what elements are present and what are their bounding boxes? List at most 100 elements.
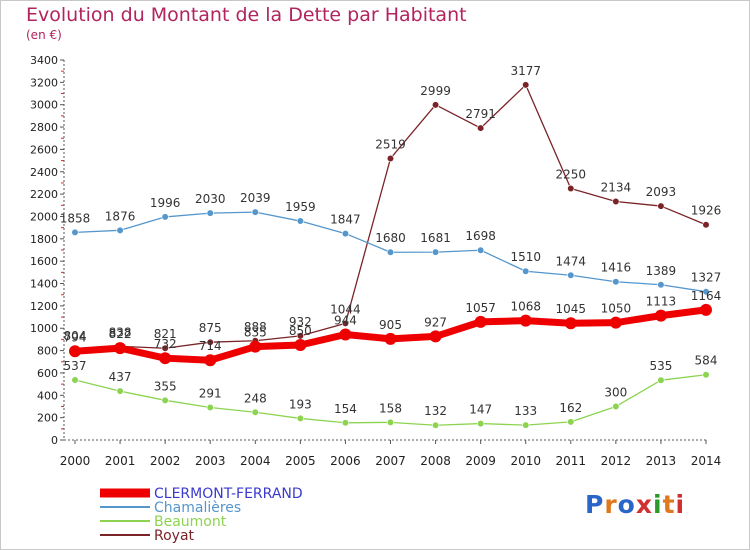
data-label: 2791 — [465, 107, 496, 121]
data-label: 1474 — [556, 254, 587, 268]
data-label: 932 — [289, 315, 312, 329]
legend-label: Royat — [154, 528, 195, 544]
data-point — [71, 228, 79, 236]
y-tick-label: 3200 — [30, 76, 58, 89]
y-tick-label: 1000 — [30, 322, 58, 335]
data-label: 154 — [334, 402, 357, 416]
data-point — [564, 317, 577, 330]
y-tick-label: 1800 — [30, 233, 58, 246]
logo-letter: i — [675, 490, 686, 519]
data-label: 905 — [379, 318, 402, 332]
x-tick-label: 2006 — [330, 454, 361, 468]
data-point — [612, 402, 620, 411]
data-point — [249, 340, 262, 353]
x-tick-label: 2014 — [691, 454, 722, 468]
data-point — [341, 229, 350, 238]
data-label: 1068 — [510, 300, 541, 314]
y-tick-label: 1200 — [30, 300, 58, 313]
data-point — [519, 314, 532, 327]
data-point — [386, 248, 395, 256]
data-point — [522, 81, 530, 89]
data-label: 2030 — [195, 192, 226, 206]
legend-label: CLERMONT-FERRAND — [154, 486, 303, 502]
proxiti-logo: Proxiti — [585, 490, 685, 519]
data-point — [522, 267, 530, 275]
data-point — [431, 421, 440, 429]
x-tick-label: 2002 — [150, 454, 181, 468]
data-point — [477, 124, 485, 132]
y-tick-label: 2200 — [30, 188, 58, 201]
data-label: 147 — [469, 403, 492, 417]
data-label: 850 — [289, 324, 312, 338]
data-label: 1876 — [105, 209, 136, 223]
data-point — [116, 226, 124, 234]
data-label: 835 — [244, 326, 267, 340]
chart-unit: (en €) — [26, 28, 62, 42]
data-point — [71, 376, 79, 384]
data-point — [657, 376, 665, 384]
data-point — [477, 246, 485, 254]
data-point — [386, 154, 395, 163]
x-tick-label: 2008 — [420, 454, 451, 468]
data-point — [431, 248, 440, 256]
data-label: 132 — [424, 404, 447, 418]
x-tick-label: 2011 — [556, 454, 587, 468]
data-label: 291 — [199, 386, 222, 400]
data-point — [161, 344, 169, 352]
data-point — [657, 202, 665, 210]
y-tick-label: 2800 — [30, 121, 58, 134]
data-label: 927 — [424, 315, 447, 329]
data-label: 1847 — [330, 213, 361, 227]
data-label: 300 — [604, 385, 627, 399]
data-label: 1045 — [556, 302, 587, 316]
data-label: 821 — [154, 327, 177, 341]
y-tick-label: 1400 — [30, 278, 58, 291]
x-tick-label: 2009 — [465, 454, 496, 468]
data-point — [567, 271, 575, 279]
data-label: 1416 — [601, 261, 632, 275]
data-label: 2039 — [240, 191, 271, 205]
data-point — [657, 281, 665, 289]
data-label: 944 — [334, 313, 357, 327]
data-label: 2093 — [646, 185, 677, 199]
data-point — [567, 184, 575, 193]
data-label: 162 — [559, 401, 582, 415]
data-label: 732 — [154, 337, 177, 351]
data-point — [114, 342, 127, 355]
logo-letter: P — [585, 490, 605, 519]
data-point — [702, 221, 710, 229]
data-label: 535 — [649, 359, 672, 373]
x-tick-label: 2001 — [105, 454, 136, 468]
data-point — [654, 309, 667, 322]
data-point — [429, 330, 442, 343]
y-tick-label: 2000 — [30, 210, 58, 223]
data-label: 1680 — [375, 231, 406, 245]
data-label: 1681 — [420, 231, 451, 245]
data-point — [386, 418, 395, 426]
x-tick-label: 2003 — [195, 454, 226, 468]
data-point — [204, 354, 217, 367]
data-label: 1926 — [691, 204, 722, 218]
data-point — [474, 315, 487, 328]
data-point — [567, 418, 575, 426]
legend-label: Beaumont — [154, 514, 227, 530]
chart-title: Evolution du Montant de la Dette par Hab… — [26, 4, 467, 26]
data-label: 794 — [64, 330, 87, 344]
data-label: 1113 — [646, 295, 677, 309]
data-label: 355 — [154, 379, 177, 393]
y-tick-label: 1600 — [30, 255, 58, 268]
y-tick-label: 800 — [37, 345, 58, 358]
y-tick-label: 3000 — [30, 99, 58, 112]
legend-label: Chamalières — [154, 500, 241, 516]
data-point — [431, 101, 440, 109]
data-label: 158 — [379, 401, 402, 415]
data-label: 193 — [289, 397, 312, 411]
y-tick-label: 600 — [37, 367, 58, 380]
data-point — [341, 319, 350, 327]
data-point — [477, 419, 485, 428]
data-point — [159, 352, 172, 365]
data-point — [609, 316, 622, 329]
data-label: 2250 — [556, 168, 587, 182]
x-tick-label: 2000 — [60, 454, 91, 468]
